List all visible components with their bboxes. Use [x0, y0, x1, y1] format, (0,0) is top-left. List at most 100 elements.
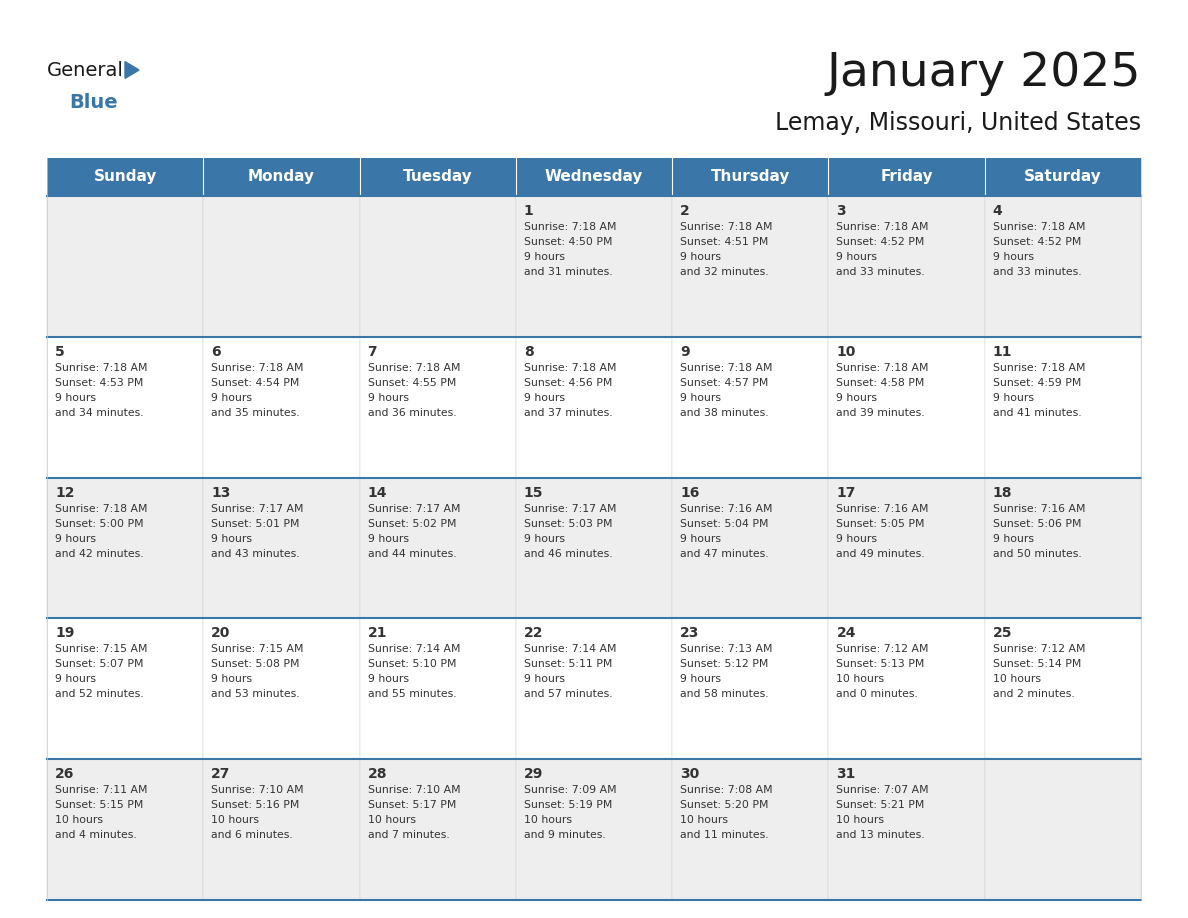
Text: and 52 minutes.: and 52 minutes. [55, 689, 144, 700]
Text: 9 hours: 9 hours [211, 533, 252, 543]
Text: and 32 minutes.: and 32 minutes. [681, 267, 769, 277]
Bar [985, 619, 1140, 759]
Text: Sunset: 5:00 PM: Sunset: 5:00 PM [55, 519, 144, 529]
Bar [203, 337, 360, 477]
Text: 9 hours: 9 hours [367, 533, 409, 543]
Text: 28: 28 [367, 767, 387, 781]
Text: 9 hours: 9 hours [524, 393, 564, 403]
Bar [672, 196, 828, 337]
Text: Sunrise: 7:14 AM: Sunrise: 7:14 AM [367, 644, 460, 655]
Text: Sunset: 5:12 PM: Sunset: 5:12 PM [681, 659, 769, 669]
Text: Sunrise: 7:08 AM: Sunrise: 7:08 AM [681, 785, 772, 795]
Text: Sunset: 5:16 PM: Sunset: 5:16 PM [211, 800, 299, 811]
Bar [516, 619, 672, 759]
Text: Friday: Friday [880, 170, 933, 185]
Text: 27: 27 [211, 767, 230, 781]
Text: and 6 minutes.: and 6 minutes. [211, 830, 293, 840]
Bar [828, 196, 985, 337]
Bar [48, 196, 203, 337]
Text: 9 hours: 9 hours [836, 533, 878, 543]
Bar [828, 619, 985, 759]
Text: Sunrise: 7:18 AM: Sunrise: 7:18 AM [993, 222, 1085, 232]
Text: 9 hours: 9 hours [681, 675, 721, 685]
Text: Sunrise: 7:11 AM: Sunrise: 7:11 AM [55, 785, 147, 795]
Text: 26: 26 [55, 767, 75, 781]
Bar [48, 477, 203, 619]
Text: 24: 24 [836, 626, 855, 641]
Bar [985, 337, 1140, 477]
Text: Wednesday: Wednesday [545, 170, 643, 185]
Text: Thursday: Thursday [710, 170, 790, 185]
Text: and 57 minutes.: and 57 minutes. [524, 689, 613, 700]
Text: 30: 30 [681, 767, 700, 781]
Text: 9 hours: 9 hours [681, 393, 721, 403]
Text: and 0 minutes.: and 0 minutes. [836, 689, 918, 700]
Text: and 44 minutes.: and 44 minutes. [367, 549, 456, 558]
Bar [360, 196, 516, 337]
Bar [48, 759, 203, 900]
Bar [828, 477, 985, 619]
Bar [203, 196, 360, 337]
Text: Sunset: 4:58 PM: Sunset: 4:58 PM [836, 378, 924, 387]
Text: Sunset: 4:53 PM: Sunset: 4:53 PM [55, 378, 144, 387]
Bar [360, 337, 516, 477]
Text: 20: 20 [211, 626, 230, 641]
Polygon shape [125, 62, 139, 78]
Text: Sunrise: 7:18 AM: Sunrise: 7:18 AM [524, 222, 617, 232]
Text: 9 hours: 9 hours [836, 252, 878, 262]
Text: and 37 minutes.: and 37 minutes. [524, 408, 613, 418]
Text: Sunrise: 7:18 AM: Sunrise: 7:18 AM [367, 363, 460, 373]
Bar [48, 337, 203, 477]
Text: and 4 minutes.: and 4 minutes. [55, 830, 137, 840]
Bar [985, 158, 1140, 196]
Text: Sunrise: 7:15 AM: Sunrise: 7:15 AM [55, 644, 147, 655]
Text: Sunset: 4:59 PM: Sunset: 4:59 PM [993, 378, 1081, 387]
Text: Sunrise: 7:18 AM: Sunrise: 7:18 AM [211, 363, 304, 373]
Text: 10 hours: 10 hours [993, 675, 1041, 685]
Text: 31: 31 [836, 767, 855, 781]
Text: 10 hours: 10 hours [524, 815, 571, 825]
Text: Sunrise: 7:18 AM: Sunrise: 7:18 AM [993, 363, 1085, 373]
Text: Sunset: 5:07 PM: Sunset: 5:07 PM [55, 659, 144, 669]
Bar [672, 477, 828, 619]
Text: Sunrise: 7:07 AM: Sunrise: 7:07 AM [836, 785, 929, 795]
Text: Sunrise: 7:15 AM: Sunrise: 7:15 AM [211, 644, 304, 655]
Bar [516, 477, 672, 619]
Text: Sunrise: 7:12 AM: Sunrise: 7:12 AM [836, 644, 929, 655]
Text: January 2025: January 2025 [827, 50, 1140, 95]
Text: 4: 4 [993, 204, 1003, 218]
Text: 9 hours: 9 hours [524, 675, 564, 685]
Text: Sunrise: 7:10 AM: Sunrise: 7:10 AM [367, 785, 460, 795]
Text: and 42 minutes.: and 42 minutes. [55, 549, 144, 558]
Text: 9 hours: 9 hours [993, 393, 1034, 403]
Text: Sunset: 5:02 PM: Sunset: 5:02 PM [367, 519, 456, 529]
Text: Sunset: 4:51 PM: Sunset: 4:51 PM [681, 237, 769, 247]
Text: Sunset: 5:21 PM: Sunset: 5:21 PM [836, 800, 924, 811]
Text: Sunrise: 7:10 AM: Sunrise: 7:10 AM [211, 785, 304, 795]
Text: and 47 minutes.: and 47 minutes. [681, 549, 769, 558]
Text: Sunday: Sunday [94, 170, 157, 185]
Text: and 36 minutes.: and 36 minutes. [367, 408, 456, 418]
Text: Sunrise: 7:17 AM: Sunrise: 7:17 AM [367, 504, 460, 513]
Text: 25: 25 [993, 626, 1012, 641]
Text: 10 hours: 10 hours [681, 815, 728, 825]
Text: Tuesday: Tuesday [403, 170, 473, 185]
Bar [985, 477, 1140, 619]
Text: Sunset: 4:55 PM: Sunset: 4:55 PM [367, 378, 456, 387]
Text: 9 hours: 9 hours [681, 533, 721, 543]
Text: 9 hours: 9 hours [993, 252, 1034, 262]
Text: 8: 8 [524, 345, 533, 359]
Text: Sunrise: 7:12 AM: Sunrise: 7:12 AM [993, 644, 1085, 655]
Text: and 49 minutes.: and 49 minutes. [836, 549, 925, 558]
Text: 19: 19 [55, 626, 75, 641]
Text: Sunrise: 7:17 AM: Sunrise: 7:17 AM [211, 504, 304, 513]
Text: Sunrise: 7:16 AM: Sunrise: 7:16 AM [681, 504, 772, 513]
Text: Sunrise: 7:18 AM: Sunrise: 7:18 AM [836, 222, 929, 232]
Text: Sunrise: 7:18 AM: Sunrise: 7:18 AM [524, 363, 617, 373]
Text: 7: 7 [367, 345, 378, 359]
Text: 10 hours: 10 hours [836, 815, 884, 825]
Text: 9 hours: 9 hours [55, 675, 96, 685]
Text: Lemay, Missouri, United States: Lemay, Missouri, United States [775, 111, 1140, 135]
Text: and 7 minutes.: and 7 minutes. [367, 830, 449, 840]
Text: 5: 5 [55, 345, 65, 359]
